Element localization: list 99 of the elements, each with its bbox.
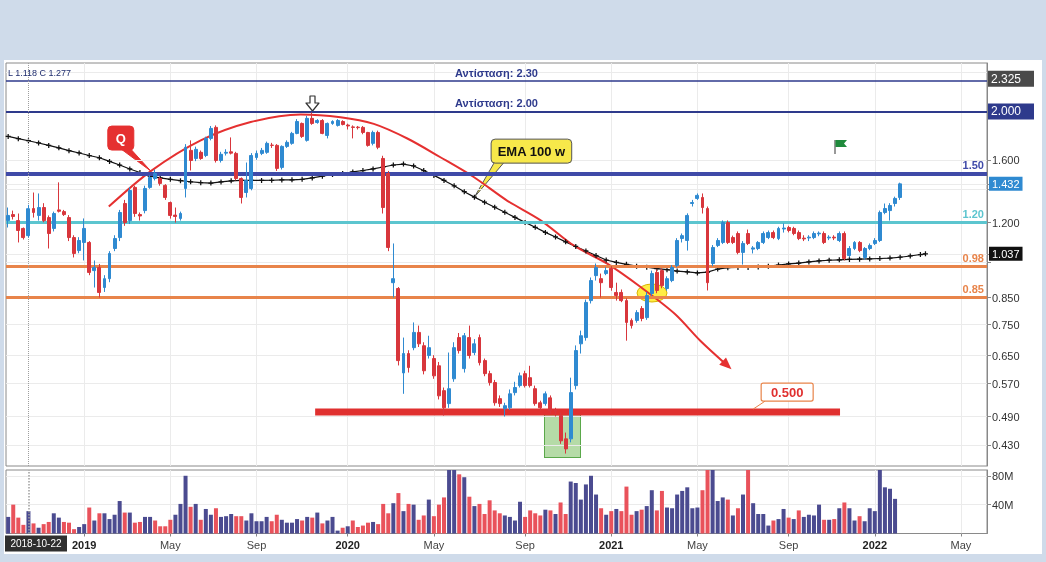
ref-line-label: 2018-10-22 <box>10 538 63 549</box>
bar <box>320 523 325 534</box>
bar <box>700 490 705 534</box>
bar <box>725 499 730 534</box>
bar <box>497 513 502 534</box>
bar <box>827 519 832 534</box>
bar <box>396 493 401 534</box>
bar <box>771 520 776 534</box>
bar <box>143 516 148 534</box>
bar <box>183 475 188 534</box>
y-tick-label: 80M <box>992 470 1014 483</box>
bar <box>97 513 102 534</box>
x-tick-label: May <box>687 539 709 551</box>
bar <box>391 503 396 534</box>
bar <box>822 519 827 534</box>
bar <box>599 508 604 534</box>
bar <box>614 508 619 534</box>
bar <box>305 516 310 534</box>
x-tick-label: 2021 <box>599 539 624 551</box>
x-tick-label: 2022 <box>862 539 888 551</box>
bar <box>467 496 472 534</box>
x-tick-label: Sep <box>778 539 799 551</box>
bar <box>604 514 609 534</box>
bar <box>786 517 791 534</box>
bar <box>193 503 198 534</box>
bar <box>213 508 218 534</box>
bar <box>421 515 426 534</box>
bar <box>274 514 279 534</box>
bar <box>852 520 857 534</box>
bar <box>340 527 345 534</box>
x-tick-label: 2019 <box>71 539 97 551</box>
bar <box>153 520 158 534</box>
bar <box>198 519 203 534</box>
bar <box>371 521 376 534</box>
bar <box>31 523 36 534</box>
x-tick-label: May <box>423 539 445 551</box>
bar <box>264 516 269 534</box>
bar <box>735 508 740 534</box>
bar <box>87 507 92 534</box>
bar <box>188 506 193 534</box>
bar <box>751 503 756 534</box>
bar <box>426 499 431 534</box>
bar <box>746 470 751 534</box>
bar <box>548 510 553 534</box>
bar <box>796 510 801 534</box>
bar <box>639 509 644 534</box>
bar <box>847 508 852 534</box>
bar <box>629 514 634 534</box>
bar <box>857 516 862 534</box>
bar <box>122 512 127 534</box>
bar <box>477 503 482 534</box>
bar <box>137 521 142 534</box>
x-tick-label: Sep <box>246 539 267 551</box>
bar <box>36 527 41 534</box>
bar <box>315 512 320 534</box>
bar <box>56 517 61 534</box>
bar <box>649 490 654 534</box>
bar <box>77 527 82 534</box>
bar <box>310 517 315 534</box>
bar <box>741 494 746 534</box>
bar <box>325 520 330 534</box>
bar <box>543 509 548 534</box>
bar <box>781 508 786 534</box>
bar <box>11 504 16 534</box>
x-tick-label: 2020 <box>335 539 360 551</box>
bar <box>411 504 416 534</box>
bar <box>127 512 132 534</box>
y-tick-label: 40M <box>992 499 1014 512</box>
bar <box>634 511 639 534</box>
bar <box>776 519 781 534</box>
bar <box>365 522 370 534</box>
bar <box>219 516 224 534</box>
bar <box>472 506 477 534</box>
bar <box>553 514 558 534</box>
bar <box>837 508 842 534</box>
bar <box>117 501 122 534</box>
bar <box>832 519 837 534</box>
bar <box>462 477 467 534</box>
bar <box>234 516 239 534</box>
bar <box>842 502 847 534</box>
bar <box>406 503 411 534</box>
bar <box>457 474 462 534</box>
bar <box>92 520 97 534</box>
bar <box>609 511 614 534</box>
bar <box>46 521 51 534</box>
bar <box>345 526 350 534</box>
bar <box>6 516 11 534</box>
bar <box>720 497 725 534</box>
x-tick-label: Sep <box>515 539 535 551</box>
bar <box>659 490 664 534</box>
bar <box>705 470 710 534</box>
bar <box>791 519 796 534</box>
bar <box>730 515 735 534</box>
x-tick-label: May <box>159 539 182 551</box>
bar <box>102 513 107 534</box>
bar <box>300 520 305 534</box>
bar <box>447 470 452 534</box>
bar <box>401 511 406 534</box>
x-tick-label: May <box>950 539 972 551</box>
